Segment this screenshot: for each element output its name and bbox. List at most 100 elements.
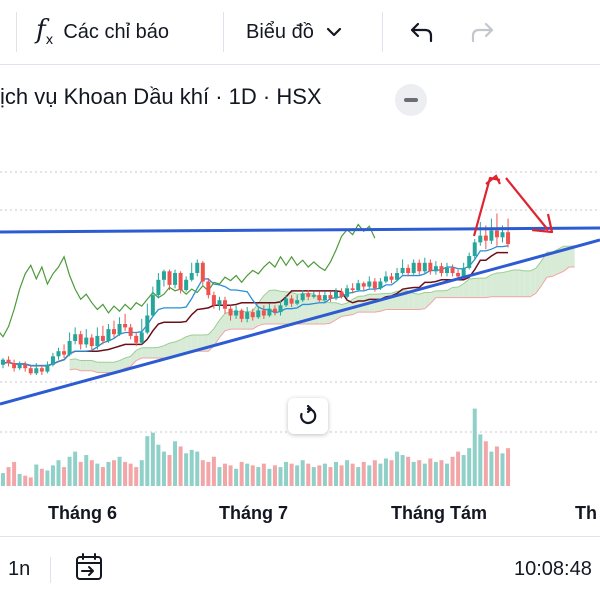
go-to-date-icon[interactable] xyxy=(72,552,106,586)
reset-chart-button[interactable] xyxy=(288,398,328,434)
candle-body xyxy=(156,279,161,296)
candle-body xyxy=(50,356,55,365)
cloud-segment xyxy=(558,246,564,274)
candle-body xyxy=(28,368,33,374)
chart-type-button[interactable]: Biểu đồ xyxy=(246,0,344,64)
candle-body xyxy=(383,276,388,282)
volume-bar xyxy=(478,434,483,486)
volume-bar xyxy=(67,456,72,486)
volume-bar xyxy=(417,460,422,486)
volume-bar xyxy=(389,460,394,486)
candle-body xyxy=(167,271,172,285)
cloud-segment xyxy=(491,273,497,297)
reset-icon xyxy=(300,405,317,425)
volume-bar xyxy=(45,470,50,486)
candle-body xyxy=(161,271,166,280)
undo-button[interactable] xyxy=(406,0,436,64)
candle-body xyxy=(62,351,67,355)
chikou-line xyxy=(0,223,376,338)
redo-button[interactable] xyxy=(468,0,498,64)
price-chart[interactable] xyxy=(0,150,600,498)
cloud-segment xyxy=(413,293,420,310)
cloud-segment xyxy=(485,274,492,298)
candle-body xyxy=(200,262,205,282)
volume-bar xyxy=(306,463,311,486)
redo-icon xyxy=(471,22,494,43)
cloud-segment xyxy=(474,278,481,298)
candle-body xyxy=(145,315,150,333)
candle-body xyxy=(195,262,200,273)
candle-body xyxy=(317,295,322,301)
cloud-segment xyxy=(502,271,509,297)
candle-body xyxy=(73,334,78,341)
candle-body xyxy=(95,335,100,347)
indicators-button[interactable]: fx Các chỉ báo xyxy=(36,0,169,64)
cloud-segment xyxy=(535,261,542,294)
volume-bar xyxy=(400,455,405,486)
cloud-segment xyxy=(119,358,126,371)
cloud-segment xyxy=(180,336,187,355)
candle-body xyxy=(306,293,311,297)
cloud-segment xyxy=(225,311,231,331)
candle-body xyxy=(483,235,488,241)
chart-type-label: Biểu đồ xyxy=(246,20,314,43)
cloud-segment xyxy=(308,293,314,324)
volume-bar xyxy=(261,463,266,486)
cloud-segment xyxy=(219,313,225,338)
toolbar-divider xyxy=(382,12,383,52)
cloud-segment xyxy=(102,362,109,373)
cloud-segment xyxy=(269,290,275,324)
clock-time: 10:08:48 xyxy=(514,558,592,580)
undo-icon xyxy=(410,22,433,43)
candle-body xyxy=(245,312,250,319)
volume-bar xyxy=(106,461,111,486)
candle-body xyxy=(178,273,183,290)
volume-bar xyxy=(112,460,116,486)
candle-body xyxy=(189,273,194,280)
volume-bar xyxy=(250,465,255,486)
volume-bar xyxy=(350,463,355,486)
volume-bar xyxy=(6,467,11,486)
volume-bar xyxy=(78,461,83,486)
indicators-label: Các chỉ báo xyxy=(63,20,169,43)
indicator-lines xyxy=(0,223,509,367)
candle-body xyxy=(223,300,227,309)
cloud-segment xyxy=(563,246,570,272)
volume-bar xyxy=(134,467,139,486)
volume-bar xyxy=(395,451,400,486)
volume-bar xyxy=(145,436,150,486)
volume-bar xyxy=(372,460,377,486)
x-axis-label: Tháng Tám xyxy=(391,503,488,523)
toolbar-divider xyxy=(223,12,224,52)
volume-bar xyxy=(200,460,205,486)
x-axis-label: Tháng 7 xyxy=(219,503,289,523)
collapse-legend-button[interactable] xyxy=(395,84,427,116)
candle-body xyxy=(422,262,427,272)
tenkan-line xyxy=(2,245,509,367)
volume-bar xyxy=(317,465,322,486)
cloud-segment xyxy=(541,252,547,286)
cloud-segment xyxy=(80,360,87,371)
volume-bar xyxy=(17,473,22,486)
volume-bar xyxy=(12,461,17,486)
candle-body xyxy=(345,288,350,297)
volume-bar xyxy=(195,451,200,486)
candle-body xyxy=(100,335,105,341)
volume-bar xyxy=(167,455,172,486)
volume-bar xyxy=(245,463,250,486)
arrowhead xyxy=(485,174,501,185)
candle-body xyxy=(367,281,372,287)
volume-bar xyxy=(23,475,28,486)
candle-body xyxy=(128,327,133,336)
candle-body xyxy=(300,293,305,301)
toolbar-divider xyxy=(50,557,51,583)
symbol-title[interactable]: ịch vụ Khoan Dầu khí · 1D · HSX xyxy=(0,84,322,109)
candle-body xyxy=(234,310,239,316)
volume-bar xyxy=(445,463,449,486)
cloud-segment xyxy=(91,360,98,373)
volume-bar xyxy=(34,464,39,486)
candle-body xyxy=(184,279,189,290)
candle-body xyxy=(356,283,361,290)
range-button[interactable]: 1n xyxy=(8,558,31,580)
volume-bar xyxy=(356,467,361,486)
